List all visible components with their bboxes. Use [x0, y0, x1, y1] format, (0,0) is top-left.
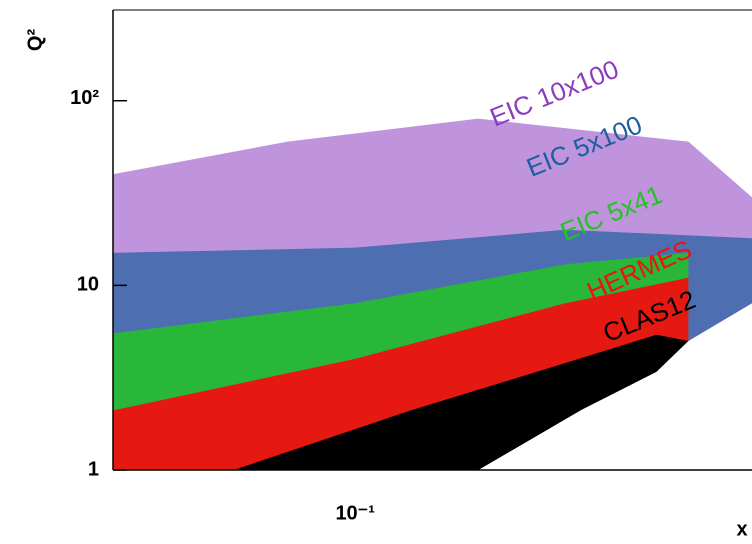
- x-axis-label: x: [736, 518, 747, 540]
- y-axis-label: Q²: [24, 29, 46, 52]
- y-tick-label: 10²: [70, 87, 99, 109]
- y-tick-label: 1: [88, 458, 99, 480]
- coverage-region: [233, 334, 689, 470]
- x-tick-label: 10⁻¹: [335, 502, 375, 524]
- series-label: EIC 10x100: [486, 54, 623, 133]
- y-tick-label: 10: [77, 274, 99, 296]
